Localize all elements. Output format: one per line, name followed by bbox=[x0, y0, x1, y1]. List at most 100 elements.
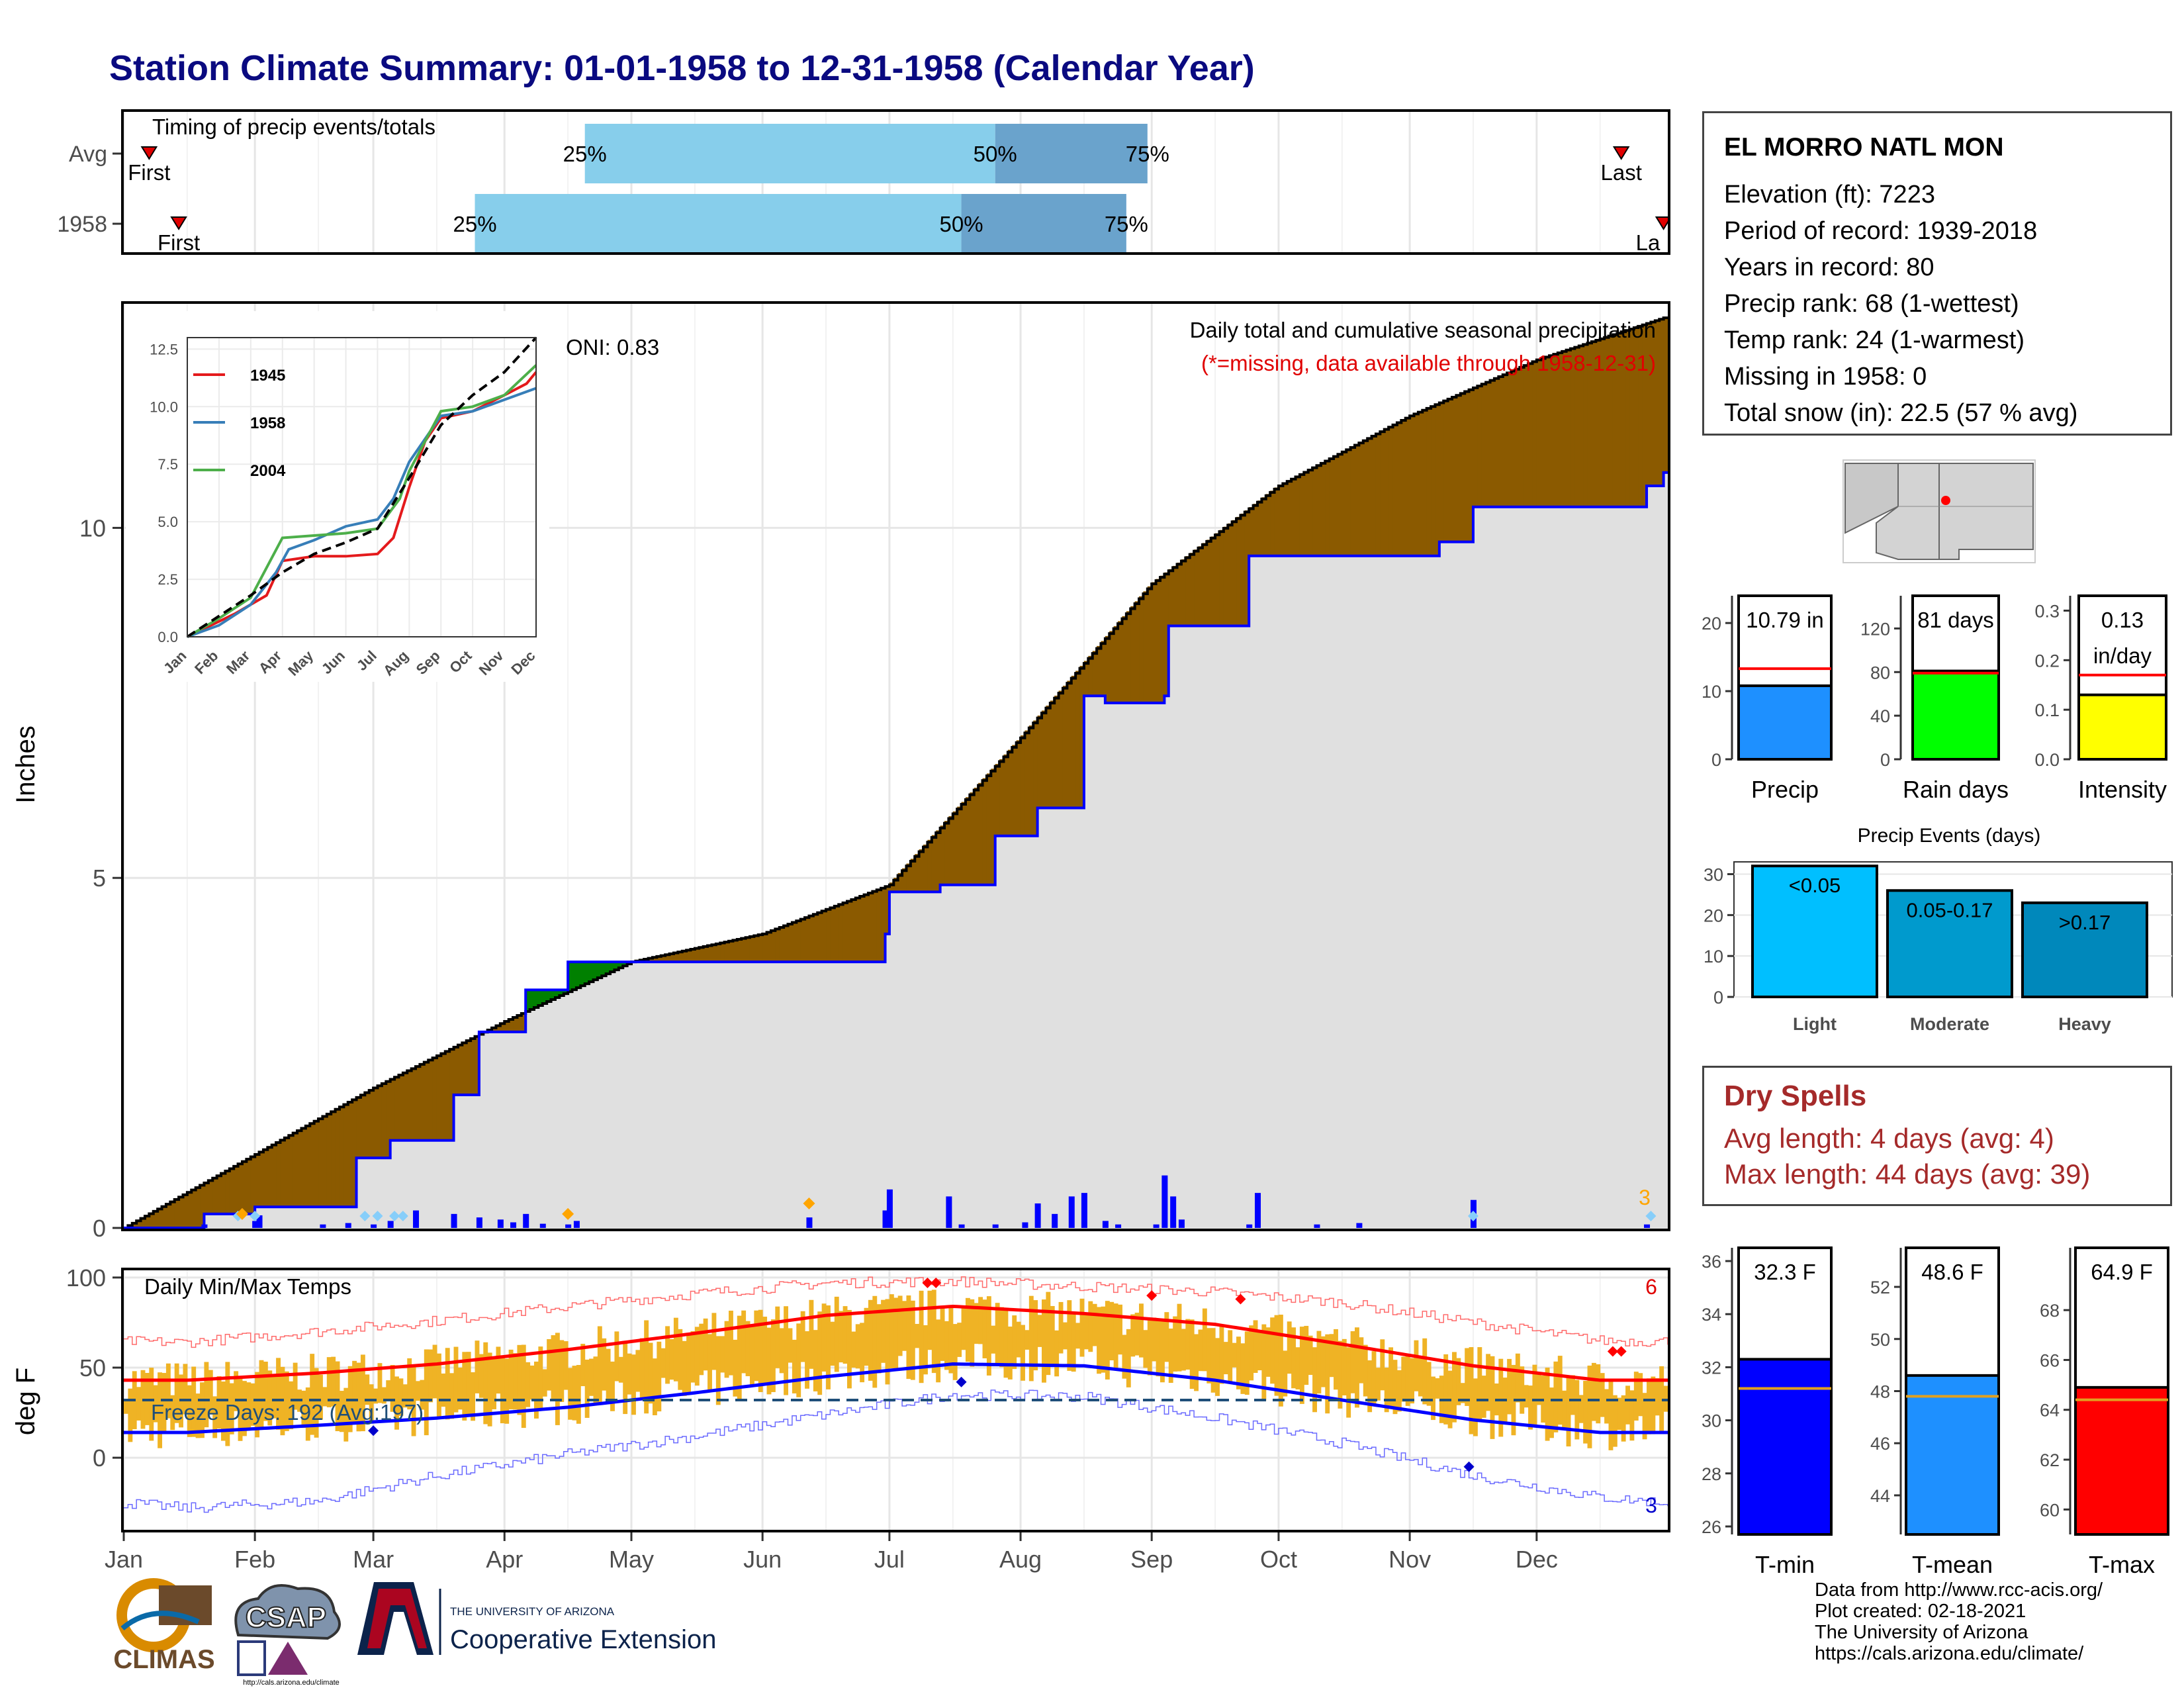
temp-daily-range-bar bbox=[1346, 1347, 1351, 1418]
temp-daily-range-bar bbox=[1152, 1317, 1157, 1362]
temp-record-high-marker bbox=[1615, 1346, 1627, 1357]
precip-deficit-band bbox=[1160, 575, 1165, 703]
temp-daily-range-bar bbox=[1278, 1315, 1283, 1407]
precip-deficit-band bbox=[1325, 459, 1330, 556]
temp-daily-range-bar bbox=[267, 1370, 273, 1426]
temp-daily-range-bar bbox=[250, 1383, 255, 1426]
dry-spells-max: Max length: 44 days (avg: 39) bbox=[1724, 1158, 2091, 1190]
temp-daily-range-bar bbox=[1396, 1370, 1402, 1412]
timing-p50-label: 50% bbox=[974, 142, 1017, 166]
temp-daily-range-bar bbox=[221, 1381, 226, 1441]
precip-snow-marker bbox=[1645, 1211, 1657, 1221]
temp-daily-range-bar bbox=[559, 1340, 565, 1402]
temp-daily-range-bar bbox=[952, 1324, 958, 1380]
precip-deficit-band bbox=[851, 898, 856, 962]
inset-series-line bbox=[187, 387, 537, 638]
temp-daily-range-bar bbox=[758, 1309, 763, 1393]
dry-spells-box: Dry Spells Avg length: 4 days (avg: 4) M… bbox=[1702, 1066, 2172, 1206]
precip-events-bar-heavy bbox=[2021, 901, 2148, 999]
precip-deficit-band bbox=[365, 1091, 370, 1158]
precip-deficit-band bbox=[153, 1210, 158, 1228]
temp-daily-range-bar bbox=[876, 1304, 882, 1374]
timing-chart: Timing of precip events/totals Avg 25% 50% 7… bbox=[57, 106, 1697, 265]
station-temp-rank: Temp rank: 24 (1-warmest) bbox=[1724, 326, 2025, 354]
precip-deficit-band bbox=[1507, 371, 1512, 507]
temp-daily-range-bar bbox=[821, 1303, 827, 1372]
precip-events-category-moderate: Moderate bbox=[1910, 1014, 1989, 1034]
temp-daily-range-bar bbox=[623, 1342, 628, 1415]
precip-daily-bar bbox=[1153, 1224, 1160, 1228]
temp-daily-range-bar bbox=[703, 1318, 708, 1371]
precip-deficit-band bbox=[170, 1200, 175, 1228]
temp-daily-range-bar bbox=[373, 1388, 379, 1404]
precip-deficit-band bbox=[1075, 671, 1081, 808]
temp-record-min-line bbox=[124, 1389, 1668, 1513]
locator-map bbox=[1843, 459, 2036, 563]
precip-deficit-band bbox=[1574, 346, 1580, 507]
precip-deficit-band bbox=[762, 933, 768, 962]
precip-total-tick-label: 20 bbox=[1702, 614, 1721, 633]
temp-daily-range-bar bbox=[940, 1308, 945, 1361]
precip-deficit-band bbox=[720, 942, 725, 962]
precip-snow-event-marker bbox=[236, 1207, 248, 1220]
temp-daily-range-bar bbox=[377, 1363, 383, 1403]
timing-title: Timing of precip events/totals bbox=[152, 115, 435, 139]
ua-logo: THE UNIVERSITY OF ARIZONA Cooperative Ex… bbox=[357, 1582, 716, 1655]
temp-daily-range-bar bbox=[212, 1396, 218, 1438]
precip-daily-bar bbox=[451, 1213, 457, 1228]
temp-daily-range-bar bbox=[289, 1381, 294, 1430]
precip-deficit-band bbox=[293, 1131, 298, 1207]
csap-logo: CSAP http://cals.arizona.edu/climate bbox=[234, 1584, 341, 1687]
temp-daily-range-bar bbox=[1126, 1329, 1131, 1387]
precip-deficit-band bbox=[1299, 473, 1304, 556]
precip-deficit-band bbox=[1338, 453, 1343, 556]
precip-deficit-band bbox=[1557, 352, 1563, 507]
precip-deficit-band bbox=[297, 1129, 302, 1207]
precip-deficit-band bbox=[1194, 549, 1199, 626]
precip-deficit-band bbox=[1312, 466, 1318, 556]
precip-deficit-band bbox=[1578, 345, 1584, 507]
temp-daily-range-bar bbox=[529, 1365, 535, 1400]
credits-university: The University of Arizona bbox=[1815, 1622, 2028, 1643]
precip-deficit-band bbox=[1396, 421, 1402, 556]
precip-deficit-band bbox=[1367, 437, 1373, 556]
precip-deficit-band bbox=[1456, 394, 1461, 542]
temp-daily-range-bar bbox=[246, 1382, 251, 1430]
precip-deficit-band bbox=[271, 1143, 277, 1207]
temp-daily-range-bar bbox=[496, 1346, 501, 1394]
precip-deficit-band bbox=[796, 919, 801, 962]
precip-deficit-band bbox=[1062, 685, 1068, 808]
precip-deficit-band bbox=[263, 1148, 268, 1207]
csap-logo-url: http://cals.arizona.edu/climate bbox=[243, 1679, 340, 1687]
temp-daily-range-bar bbox=[1473, 1378, 1478, 1436]
precip-daily-bar bbox=[256, 1215, 263, 1228]
temp-daily-range-bar bbox=[314, 1368, 319, 1438]
intensity-tick-label: 0.2 bbox=[2034, 651, 2060, 671]
precip-deficit-band bbox=[331, 1110, 336, 1207]
station-snow: Total snow (in): 22.5 (57 % avg) bbox=[1724, 399, 2078, 427]
precip-daily-bar bbox=[1356, 1223, 1363, 1228]
temp-daily-range-bar bbox=[1418, 1358, 1423, 1397]
precip-deficit-band bbox=[1067, 680, 1072, 808]
temp-daily-range-bar bbox=[779, 1328, 784, 1374]
precip-events-tick-label: 20 bbox=[1704, 906, 1723, 925]
temp-daily-range-bar bbox=[788, 1328, 793, 1363]
precip-daily-bar bbox=[413, 1210, 420, 1228]
temp-daily-range-bar bbox=[420, 1380, 425, 1410]
precip-annotation-missing: (*=missing, data available through 1958-… bbox=[1201, 351, 1656, 375]
temp-daily-range-bar bbox=[749, 1324, 754, 1387]
precip-surplus-band bbox=[563, 990, 569, 993]
precip-daily-bar bbox=[1068, 1196, 1075, 1228]
temp-daily-range-bar bbox=[1384, 1367, 1389, 1413]
timing-last-label-avg: Last bbox=[1601, 160, 1642, 185]
temp-daily-range-bar bbox=[1481, 1376, 1486, 1418]
precip-events-tick-label: 10 bbox=[1704, 947, 1723, 966]
temp-daily-range-bar bbox=[356, 1362, 361, 1432]
precip-deficit-band bbox=[690, 949, 696, 962]
precip-deficit-band bbox=[1092, 651, 1097, 696]
temp-daily-range-bar bbox=[860, 1323, 865, 1383]
precip-deficit-band bbox=[238, 1162, 243, 1214]
rain-days-bar bbox=[1911, 669, 2000, 761]
precip-deficit-band bbox=[1270, 491, 1275, 556]
